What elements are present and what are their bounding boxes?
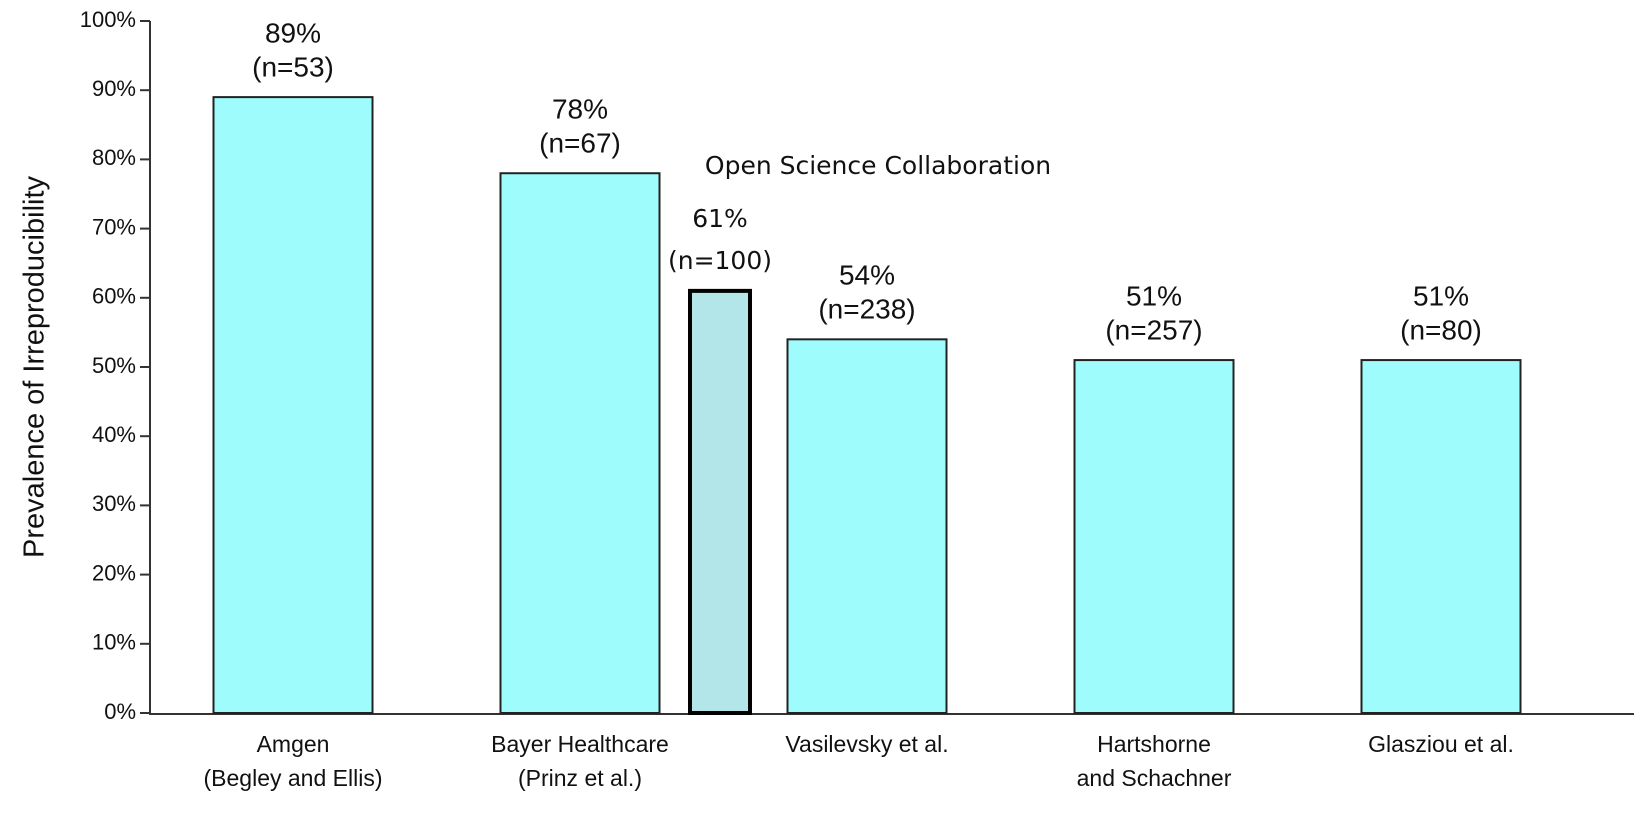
sample-label: (n=238) xyxy=(818,294,915,325)
x-tick-label: Amgen xyxy=(257,731,330,757)
y-tick-label: 70% xyxy=(92,214,136,239)
y-tick-label: 60% xyxy=(92,284,136,309)
bar xyxy=(786,338,948,714)
bar xyxy=(1073,359,1235,714)
sample-label: (n=53) xyxy=(252,52,334,83)
bar xyxy=(1360,359,1522,714)
highlight-bar xyxy=(688,288,752,715)
y-tick-label: 50% xyxy=(92,353,136,378)
x-tick-label: Glasziou et al. xyxy=(1368,731,1514,757)
y-tick-label: 80% xyxy=(92,145,136,170)
sample-label: (n=80) xyxy=(1400,314,1482,345)
y-tick-label: 20% xyxy=(92,560,136,585)
sample-label: (n=257) xyxy=(1105,314,1202,345)
highlight-sample-label: (n=100) xyxy=(668,246,772,275)
x-tick-label: and Schachner xyxy=(1077,765,1232,791)
y-tick-label: 100% xyxy=(80,7,136,32)
value-label: 89% xyxy=(265,18,321,49)
y-tick-label: 0% xyxy=(104,699,136,724)
x-tick-label: (Prinz et al.) xyxy=(518,765,642,791)
y-tick-label: 30% xyxy=(92,491,136,516)
y-axis-label: Prevalence of Irreproducibility xyxy=(19,175,51,558)
x-tick-label: Hartshorne xyxy=(1097,731,1211,757)
y-tick-label: 90% xyxy=(92,76,136,101)
highlight-value-label: 61% xyxy=(692,204,748,233)
value-label: 51% xyxy=(1413,280,1469,311)
x-tick-label: Bayer Healthcare xyxy=(491,731,669,757)
y-tick-label: 10% xyxy=(92,630,136,655)
value-label: 51% xyxy=(1126,280,1182,311)
value-label: 54% xyxy=(839,260,895,291)
bar xyxy=(499,172,661,715)
bar xyxy=(212,96,374,715)
x-tick-label: (Begley and Ellis) xyxy=(204,765,383,791)
highlight-name: Open Science Collaboration xyxy=(705,151,1051,180)
x-tick-label: Vasilevsky et al. xyxy=(785,731,948,757)
y-tick-label: 40% xyxy=(92,422,136,447)
sample-label: (n=67) xyxy=(539,128,621,159)
value-label: 78% xyxy=(552,94,608,125)
